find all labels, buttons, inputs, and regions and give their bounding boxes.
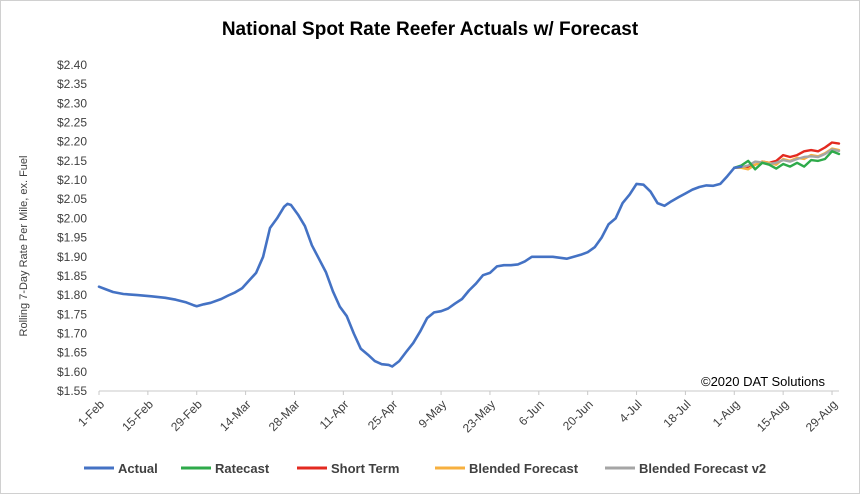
y-tick-label: $1.55 bbox=[57, 384, 87, 398]
series-lines bbox=[97, 141, 841, 368]
copyright-annotation: ©2020 DAT Solutions bbox=[701, 374, 826, 389]
legend-label: Actual bbox=[118, 461, 158, 476]
y-axis-ticks: $1.55 $1.60 $1.65 $1.70 $1.75 $1.80 $1.85 $1.90… bbox=[57, 58, 87, 398]
legend-label: Short Term bbox=[331, 461, 399, 476]
y-tick-label: $2.35 bbox=[57, 77, 87, 91]
x-tick-label: 29-Aug bbox=[803, 397, 840, 434]
y-tick-label: $2.40 bbox=[57, 58, 87, 72]
x-tick-label: 1-Feb bbox=[75, 397, 107, 429]
legend-label: Blended Forecast v2 bbox=[639, 461, 766, 476]
x-tick-label: 11-Apr bbox=[317, 397, 352, 432]
y-tick-label: $1.70 bbox=[57, 326, 87, 340]
y-tick-label: $1.90 bbox=[57, 250, 87, 264]
series-line-actual bbox=[97, 165, 743, 368]
x-tick-label: 15-Aug bbox=[754, 397, 791, 434]
x-tick-label: 1-Aug bbox=[710, 397, 743, 430]
x-tick-label: 18-Jul bbox=[661, 397, 694, 430]
y-tick-label: $2.25 bbox=[57, 116, 87, 130]
y-tick-label: $1.80 bbox=[57, 288, 87, 302]
x-tick-label: 15-Feb bbox=[119, 397, 156, 434]
chart-legend: Actual Ratecast Short Term Blended Forecast… bbox=[84, 461, 766, 476]
x-tick-label: 25-Apr bbox=[365, 397, 400, 432]
legend-label: Blended Forecast bbox=[469, 461, 579, 476]
y-tick-label: $2.10 bbox=[57, 173, 87, 187]
y-tick-label: $1.95 bbox=[57, 231, 87, 245]
x-tick-label: 20-Jun bbox=[560, 397, 596, 433]
x-tick-label: 9-May bbox=[416, 397, 449, 430]
x-tick-label: 29-Feb bbox=[168, 397, 205, 434]
y-tick-label: $1.85 bbox=[57, 269, 87, 283]
y-tick-label: $2.00 bbox=[57, 211, 87, 225]
x-axis-ticks: 1-Feb 15-Feb 29-Feb 14-Mar 28-Mar 11-Apr 25-Ap… bbox=[75, 391, 840, 435]
chart-title: National Spot Rate Reefer Actuals w/ For… bbox=[222, 19, 639, 40]
x-tick-label: 14-Mar bbox=[217, 397, 254, 434]
y-tick-label: $1.65 bbox=[57, 346, 87, 360]
y-axis-label: Rolling 7-Day Rate Per Mile, ex. Fuel bbox=[18, 156, 30, 337]
x-tick-label: 23-May bbox=[460, 397, 498, 435]
x-tick-label: 4-Jul bbox=[616, 397, 644, 425]
y-tick-label: $2.30 bbox=[57, 96, 87, 110]
y-tick-label: $2.20 bbox=[57, 135, 87, 149]
x-tick-label: 28-Mar bbox=[266, 397, 303, 434]
legend-label: Ratecast bbox=[215, 461, 270, 476]
series-line-ratecast bbox=[733, 150, 841, 171]
y-tick-label: $1.75 bbox=[57, 307, 87, 321]
x-tick-label: 6-Jun bbox=[516, 397, 547, 428]
y-tick-label: $2.05 bbox=[57, 192, 87, 206]
y-tick-label: $2.15 bbox=[57, 154, 87, 168]
y-tick-label: $1.60 bbox=[57, 365, 87, 379]
